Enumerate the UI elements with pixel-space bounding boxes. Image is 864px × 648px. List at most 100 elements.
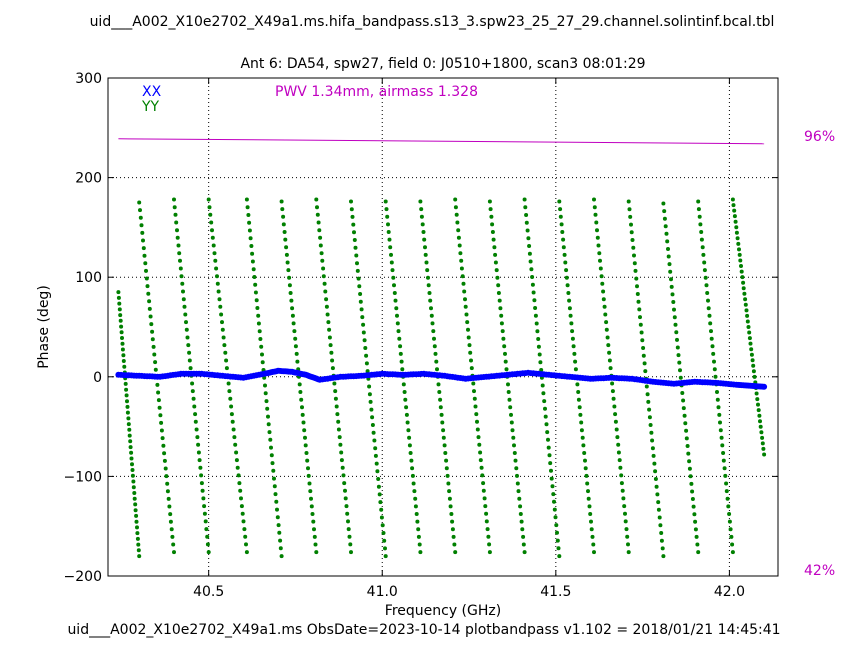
yy-point [235, 465, 240, 470]
yy-point [604, 327, 609, 332]
yy-point [562, 252, 567, 257]
yy-point [145, 284, 150, 289]
yy-point [709, 329, 713, 334]
yy-point [704, 283, 709, 288]
yy-point [303, 443, 308, 448]
yy-point [333, 396, 338, 401]
yy-point [169, 527, 174, 532]
yy-point [314, 197, 319, 202]
yy-point [747, 336, 752, 341]
yy-point [393, 298, 398, 303]
x-tick-label: 41.5 [540, 584, 571, 600]
yy-point [319, 251, 324, 256]
yy-point [152, 352, 157, 357]
yy-point [126, 416, 131, 421]
yy-point [453, 550, 458, 555]
yy-point [477, 442, 482, 447]
yy-point [166, 496, 171, 501]
yy-point [673, 322, 678, 327]
yy-point [394, 306, 399, 311]
yy-point [353, 245, 358, 250]
yy-point [124, 393, 129, 398]
yy-point [330, 366, 335, 371]
yy-point [491, 237, 496, 242]
yy-point [444, 458, 449, 463]
yy-point [599, 274, 604, 279]
yy-point [128, 445, 133, 450]
yy-point [224, 366, 229, 371]
yy-point [134, 513, 139, 518]
yy-point [656, 500, 661, 505]
yy-point [362, 338, 367, 343]
yy-point [611, 396, 616, 401]
yy-point [740, 275, 745, 280]
yy-point [364, 361, 369, 366]
yy-point [592, 197, 596, 202]
yy-point [730, 550, 735, 555]
yy-point [696, 199, 701, 204]
yy-point [703, 275, 708, 280]
yy-point [157, 405, 162, 410]
yy-point [583, 458, 587, 463]
yy-point [478, 450, 483, 455]
yy-point [192, 404, 197, 409]
yy-point [533, 313, 538, 318]
yy-point [324, 304, 329, 309]
yy-point [117, 307, 122, 312]
yy-point [138, 215, 143, 220]
yy-point [732, 208, 737, 213]
yy-point [306, 473, 311, 478]
yy-point [165, 489, 170, 494]
yy-point [566, 291, 571, 295]
x-tick-label: 40.5 [193, 584, 224, 600]
yy-point [689, 481, 694, 486]
yy-point [421, 230, 426, 234]
yy-point [149, 322, 154, 327]
yy-point [270, 461, 275, 466]
yy-point [583, 466, 588, 471]
yy-point [650, 446, 655, 451]
yy-point [147, 299, 152, 304]
yy-point [546, 437, 550, 442]
yy-point [669, 284, 674, 289]
y-tick-label: −200 [64, 569, 102, 585]
yy-point [234, 458, 239, 463]
yy-point [643, 369, 648, 374]
yy-point [370, 415, 375, 420]
yy-point [310, 512, 315, 516]
yy-point [205, 542, 210, 547]
yy-point [663, 224, 668, 229]
file-title: uid___A002_X10e2702_X49a1.ms.hifa_bandpa… [89, 14, 775, 30]
yy-point [587, 504, 592, 509]
yy-point [612, 404, 617, 409]
yy-point [180, 281, 185, 286]
yy-point [648, 423, 653, 427]
yy-point [443, 451, 448, 455]
yy-point [153, 367, 158, 372]
yy-point [758, 424, 763, 429]
yy-point [160, 436, 165, 441]
yy-point [135, 536, 140, 541]
yy-point [549, 468, 553, 473]
yy-point [127, 433, 132, 438]
yy-point [550, 484, 555, 489]
yy-point [739, 269, 744, 274]
yy-point [264, 399, 269, 404]
yy-point [240, 511, 245, 516]
yy-point [579, 428, 584, 433]
yy-point [383, 199, 388, 204]
yy-point [701, 252, 706, 257]
yy-point [232, 435, 237, 440]
yy-point [657, 515, 662, 520]
yy-point [750, 358, 755, 363]
yy-point [141, 246, 146, 251]
yy-point [171, 542, 176, 547]
yy-point [649, 430, 654, 435]
yy-point [500, 329, 505, 334]
y-tick-label: 300 [75, 71, 102, 87]
yy-point [290, 306, 295, 311]
yy-point [610, 381, 615, 386]
yy-point [334, 404, 339, 409]
yy-point [408, 451, 413, 455]
yy-point [661, 201, 666, 206]
